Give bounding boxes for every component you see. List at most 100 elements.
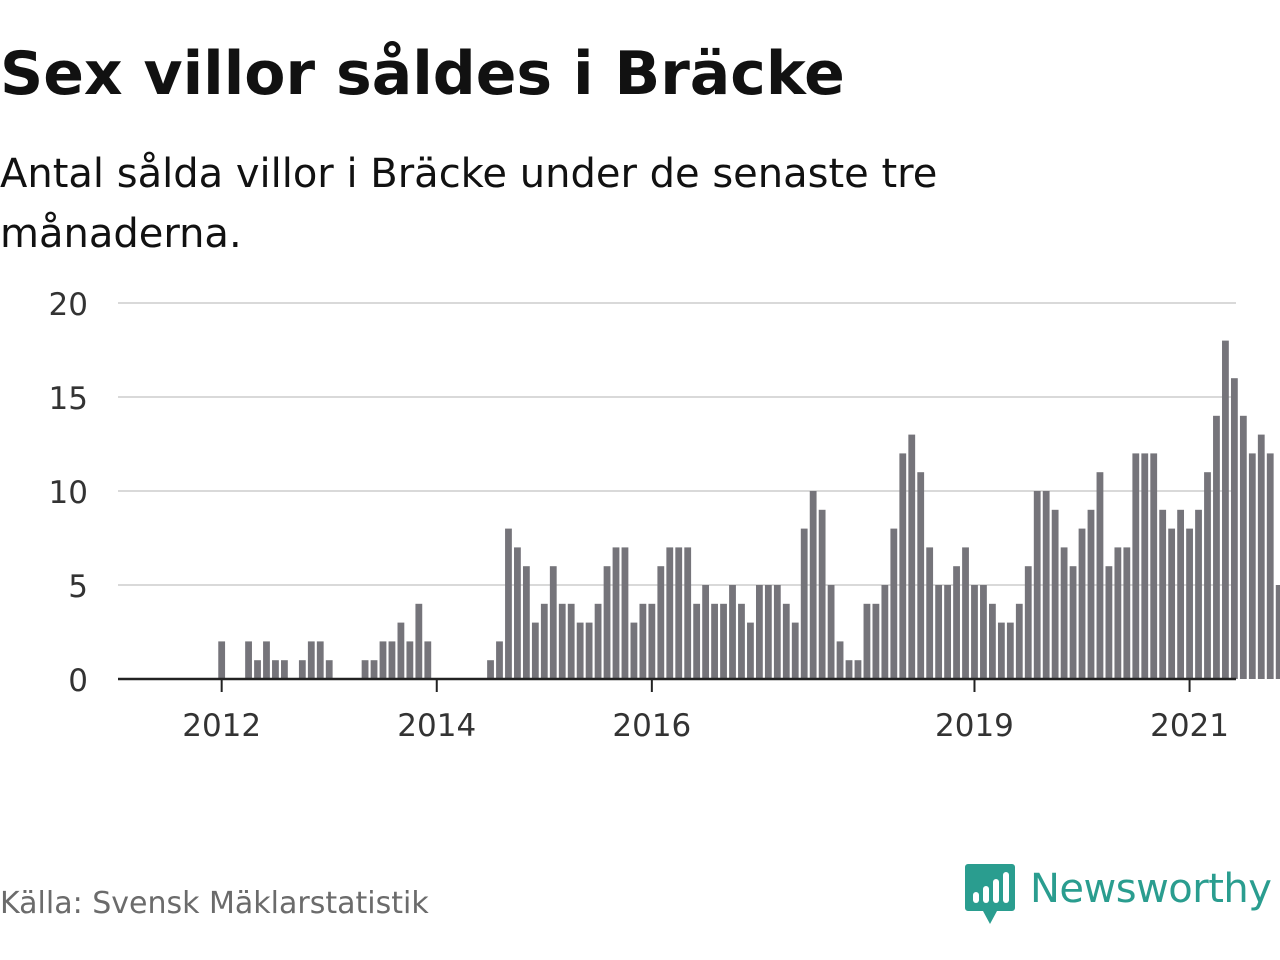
y-tick-label: 10 [49,475,88,511]
bar [361,660,369,679]
bar [639,603,647,679]
bar [1141,453,1149,679]
bar [1114,547,1122,679]
bar [514,547,521,679]
bar [989,603,996,679]
bar [854,660,862,679]
bar [702,585,710,679]
bar [316,641,324,679]
bar [1266,453,1274,679]
x-tick-label: 2012 [182,708,261,744]
bar [997,622,1005,679]
bar [263,641,270,679]
bar [496,641,503,679]
y-tick-label: 20 [49,287,88,323]
bar [980,585,987,679]
bar [693,603,701,679]
bar [585,622,593,679]
bar [809,491,817,679]
bar [245,641,252,679]
bar [254,660,261,679]
bar [1123,547,1131,679]
bar [944,585,951,679]
bar [370,660,378,679]
bar [522,566,530,679]
brand-logo: Newsworthy [964,862,1276,928]
bar [1230,378,1238,679]
bar [711,603,718,679]
bar [917,472,925,679]
bar [764,585,772,679]
bar [782,603,790,679]
bar [675,547,683,679]
bar [1168,528,1176,679]
newsworthy-logo-icon [965,864,1015,924]
bar [1204,472,1211,679]
bar [720,603,727,679]
bar [272,660,279,679]
bar [1195,509,1202,679]
y-tick-label: 5 [68,569,88,605]
bar [630,622,638,679]
bar [1132,453,1140,679]
bar [1177,509,1185,679]
x-tick-label: 2016 [612,708,691,744]
bar [1159,509,1167,679]
bar [1024,566,1032,679]
bar [406,641,414,679]
bar [908,434,916,679]
bar [1239,415,1247,679]
bar [729,585,736,679]
source-note: Källa: Svensk Mäklarstatistik [0,886,429,921]
bar [576,622,584,679]
bar [773,585,781,679]
bar [1222,340,1229,679]
bar [899,453,907,679]
bar-chart: 051015202012201420162019202120236 [49,287,1280,744]
bar [1033,491,1041,679]
chart-subtitle: Antal sålda villor i Bräcke under de sen… [0,151,938,257]
brand-name: Newsworthy [1030,866,1272,912]
bar [603,566,611,679]
bar [1087,509,1095,679]
bar [1060,547,1068,679]
y-tick-label: 0 [68,663,88,699]
bar [818,509,826,679]
bar [567,603,575,679]
bar [612,547,620,679]
bar [863,603,871,679]
bar [307,641,315,679]
bar [1186,528,1193,679]
bar [487,660,494,679]
bar [621,547,629,679]
bar [836,641,844,679]
bar [505,528,512,679]
bar [531,622,539,679]
bar [1015,603,1023,679]
chart-title: Sex villor såldes i Bräcke [0,39,845,109]
bar [890,528,898,679]
bar [926,547,934,679]
bar [1051,509,1059,679]
bar [1006,622,1014,679]
bar [558,603,566,679]
bar [872,603,880,679]
bar [827,585,835,679]
bar [1042,491,1050,679]
bar [791,622,799,679]
bar [953,566,960,679]
bar [379,641,387,679]
bar [1275,585,1280,679]
bar [1257,434,1265,679]
bar [388,641,396,679]
bar [800,528,808,679]
bar [935,585,943,679]
bar [1069,566,1077,679]
bar [657,566,665,679]
x-tick-label: 2021 [1150,708,1229,744]
bar [1213,415,1220,679]
bar [755,585,763,679]
x-tick-label: 2014 [397,708,476,744]
bar [666,547,674,679]
y-tick-label: 15 [49,381,88,417]
